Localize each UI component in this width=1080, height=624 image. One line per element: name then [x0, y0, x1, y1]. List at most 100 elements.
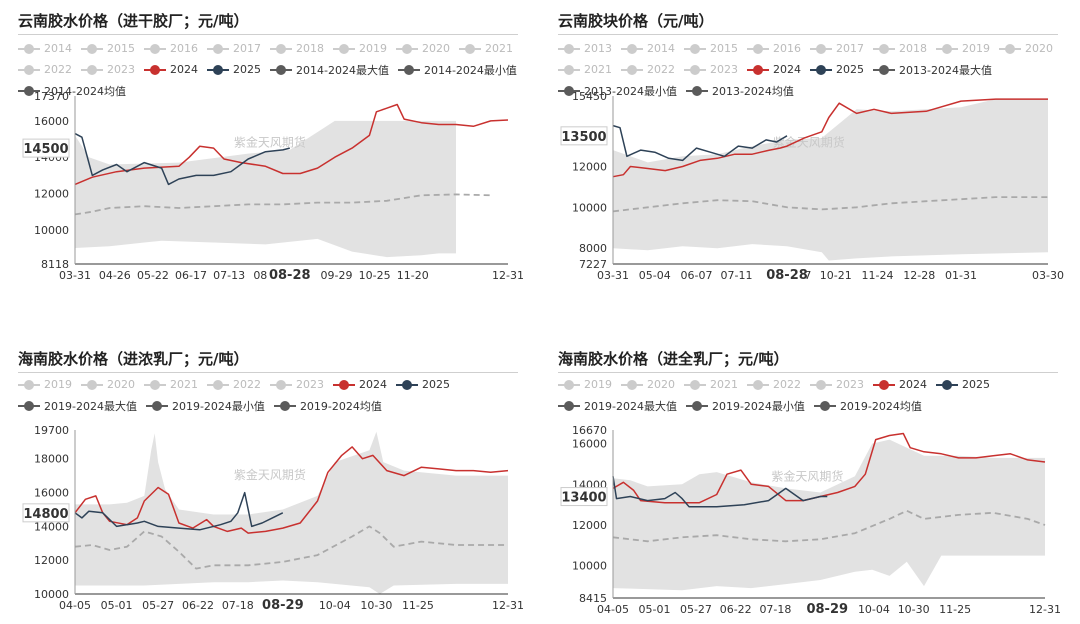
chart-legend: 2014 2015 2016 2017 2018 2019 2020 2021 2022 2023…: [18, 38, 526, 101]
x-tick-label: 08: [253, 269, 267, 282]
legend-label: 2020: [422, 42, 450, 55]
legend-row: 2014-2024均值: [18, 80, 526, 101]
legend-item[interactable]: 2015: [684, 42, 738, 55]
x-tick-label: 05-01: [638, 603, 670, 616]
legend-item[interactable]: 2019-2024最小值: [685, 398, 805, 414]
legend-item[interactable]: 2019-2024均值: [273, 398, 382, 414]
legend-row: 2021 2022 2023 2024 2025 2013-2024最大值: [558, 59, 1062, 80]
legend-item[interactable]: 2019-2024最大值: [558, 398, 677, 414]
legend-item[interactable]: 2018: [270, 42, 324, 55]
panel-title: 云南胶水价格（进干胶厂；元/吨）: [18, 12, 249, 30]
chart-legend: 2019 2020 2021 2022 2023 2024 2025 2019-2024最大值…: [18, 374, 459, 416]
legend-label: 2025: [422, 378, 450, 391]
legend-item[interactable]: 2013: [558, 42, 612, 55]
legend-label: 2019-2024均值: [839, 399, 922, 413]
legend-item[interactable]: 2017: [207, 42, 261, 55]
legend-marker-icon: [873, 379, 895, 390]
y-cursor-box: [22, 503, 70, 523]
legend-item[interactable]: 2021: [459, 42, 513, 55]
legend-item[interactable]: 2023: [81, 63, 135, 76]
legend-item[interactable]: 2019: [333, 42, 387, 55]
legend-item[interactable]: 2022: [18, 63, 72, 76]
legend-item[interactable]: 2014: [621, 42, 675, 55]
legend-item[interactable]: 2019: [936, 42, 990, 55]
y-tick-label: 12000: [572, 160, 607, 173]
legend-item[interactable]: 2021: [144, 378, 198, 391]
x-tick-label: 12-28: [903, 269, 935, 282]
legend-item[interactable]: 2024: [144, 63, 198, 76]
legend-item[interactable]: 2020: [81, 378, 135, 391]
legend-item[interactable]: 2025: [936, 378, 990, 391]
legend-item[interactable]: 2019-2024均值: [813, 398, 922, 414]
x-tick-label: 06-22: [182, 599, 214, 612]
legend-label: 2023: [296, 378, 324, 391]
legend-label: 2014-2024最小值: [423, 63, 517, 77]
legend-item[interactable]: 2025: [396, 378, 450, 391]
legend-item[interactable]: 2022: [747, 378, 801, 391]
legend-item[interactable]: 2019: [558, 378, 612, 391]
legend-item[interactable]: 2013-2024均值: [685, 83, 794, 99]
legend-marker-icon: [207, 43, 229, 54]
legend-item[interactable]: 2020: [621, 378, 675, 391]
x-tick-label: 10-04: [858, 603, 890, 616]
legend-marker-icon: [273, 400, 296, 411]
legend-item[interactable]: 2021: [684, 378, 738, 391]
legend-item[interactable]: 2019-2024最大值: [18, 398, 137, 414]
legend-marker-icon: [459, 43, 481, 54]
legend-item[interactable]: 2021: [558, 63, 612, 76]
x-cursor-label: 08-29: [262, 598, 304, 613]
legend-item[interactable]: 2014-2024最大值: [270, 62, 389, 78]
legend-item[interactable]: 2019-2024最小值: [145, 398, 265, 414]
x-tick-label: 12-31: [492, 599, 524, 612]
legend-label: 2015: [107, 42, 135, 55]
legend-item[interactable]: 2023: [684, 63, 738, 76]
max-min-band: [75, 120, 456, 258]
y-tick-label: 7227: [579, 258, 607, 271]
legend-item[interactable]: 2023: [810, 378, 864, 391]
legend-label: 2019-2024最小值: [711, 399, 805, 413]
legend-item[interactable]: 2020: [396, 42, 450, 55]
legend-marker-icon: [747, 43, 769, 54]
legend-marker-icon: [999, 43, 1021, 54]
legend-item[interactable]: 2023: [270, 378, 324, 391]
legend-item[interactable]: 2024: [747, 63, 801, 76]
legend-marker-icon: [684, 379, 706, 390]
legend-marker-icon: [685, 400, 708, 411]
legend-item[interactable]: 2016: [144, 42, 198, 55]
legend-item[interactable]: 2018: [873, 42, 927, 55]
legend-marker-icon: [397, 64, 420, 75]
legend-item[interactable]: 2022: [621, 63, 675, 76]
x-tick-label: 11-24: [861, 269, 893, 282]
legend-marker-icon: [270, 43, 292, 54]
legend-item[interactable]: 2024: [873, 378, 927, 391]
legend-item[interactable]: 2013-2024最大值: [873, 62, 992, 78]
legend-item[interactable]: 2013-2024最小值: [558, 83, 677, 99]
legend-item[interactable]: 2022: [207, 378, 261, 391]
legend-item[interactable]: 2025: [810, 63, 864, 76]
legend-item[interactable]: 2014: [18, 42, 72, 55]
legend-item[interactable]: 2020: [999, 42, 1053, 55]
legend-item[interactable]: 2025: [207, 63, 261, 76]
legend-label: 2020: [107, 378, 135, 391]
legend-marker-icon: [747, 64, 769, 75]
legend-item[interactable]: 2019: [18, 378, 72, 391]
legend-item[interactable]: 2017: [810, 42, 864, 55]
series-line-2013-2024均值: [612, 196, 1048, 213]
panel-hainan-concentrate: 海南胶水价格（进浓乳厂；元/吨） 2019 2020 2021 2022 2023 202…: [18, 348, 524, 622]
x-tick-label: 05-27: [680, 603, 712, 616]
legend-item[interactable]: 2015: [81, 42, 135, 55]
y-tick-label: 8000: [579, 242, 607, 255]
line-chart: 紫金天风期货 10000 12000 14000 16000 18000 19700 04-0…: [22, 424, 524, 613]
legend-item[interactable]: 2014-2024最小值: [397, 62, 517, 78]
line-chart: 紫金天风期货8118100001200014000160001737003-31…: [22, 90, 524, 283]
legend-label: 2023: [107, 63, 135, 76]
line-chart: 紫金天风期货8415100001200014000160001667004-05…: [560, 424, 1061, 617]
legend-item[interactable]: 2016: [747, 42, 801, 55]
legend-item[interactable]: 2024: [333, 378, 387, 391]
legend-row: 2019 2020 2021 2022 2023 2024 2025: [18, 374, 459, 395]
title-divider: [18, 372, 518, 373]
legend-item[interactable]: 2014-2024均值: [18, 83, 126, 99]
y-cursor-label: 14500: [23, 142, 68, 157]
y-tick-label: 10000: [34, 588, 69, 601]
panel-hainan-whole: 海南胶水价格（进全乳厂；元/吨） 2019 2020 2021 2022 2023 202…: [558, 348, 1061, 622]
